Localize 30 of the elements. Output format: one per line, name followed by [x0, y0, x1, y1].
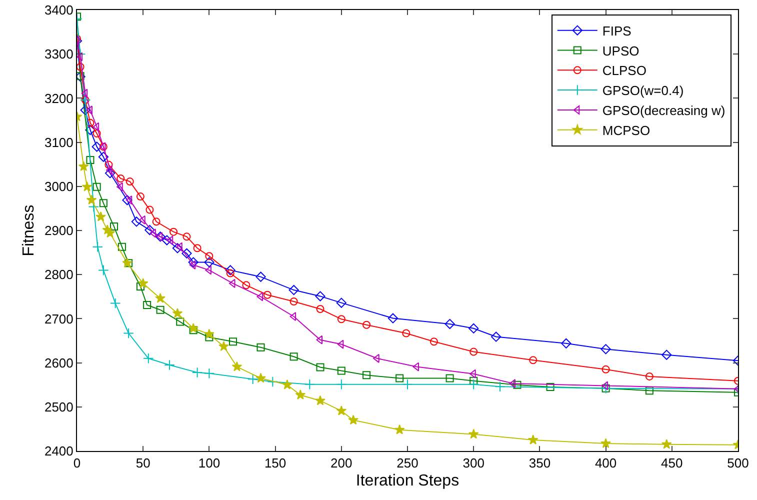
y-tick-label: 3400 [44, 2, 74, 18]
x-tick-label: 100 [198, 456, 220, 471]
y-tick-label: 3000 [44, 178, 74, 194]
x-tick-label: 0 [73, 456, 81, 471]
x-tick-label: 150 [264, 456, 286, 471]
y-tick-label: 2500 [44, 399, 74, 414]
x-tick-label: 400 [594, 456, 617, 471]
y-tick-label: 2400 [44, 444, 74, 459]
x-tick-label: 300 [462, 456, 484, 471]
x-tick-label: 50 [136, 456, 150, 471]
x-tick-label: 500 [727, 456, 749, 471]
x-tick-label: 200 [330, 456, 352, 471]
x-axis-title: Iteration Steps [356, 472, 460, 490]
legend-label: FIPS [602, 23, 632, 38]
y-tick-label: 2800 [44, 267, 74, 282]
y-axis-title: Fitness [20, 204, 38, 256]
y-tick-label: 3100 [44, 134, 74, 150]
legend-label: UPSO [602, 43, 640, 58]
y-tick-label: 3300 [44, 46, 74, 62]
x-tick-label: 350 [528, 456, 551, 471]
y-tick-label: 2900 [44, 223, 74, 238]
x-tick-label: 250 [396, 456, 418, 471]
legend-label: GPSO(w=0.4) [602, 83, 684, 98]
legend-label: CLPSO [602, 63, 646, 78]
y-tick-label: 3200 [44, 90, 74, 106]
legend-label: GPSO(decreasing w) [602, 103, 726, 118]
legend-label: MCPSO [602, 122, 650, 138]
x-tick-label: 450 [661, 456, 683, 471]
y-tick-label: 2700 [44, 311, 74, 326]
y-tick-label: 2600 [44, 355, 74, 370]
